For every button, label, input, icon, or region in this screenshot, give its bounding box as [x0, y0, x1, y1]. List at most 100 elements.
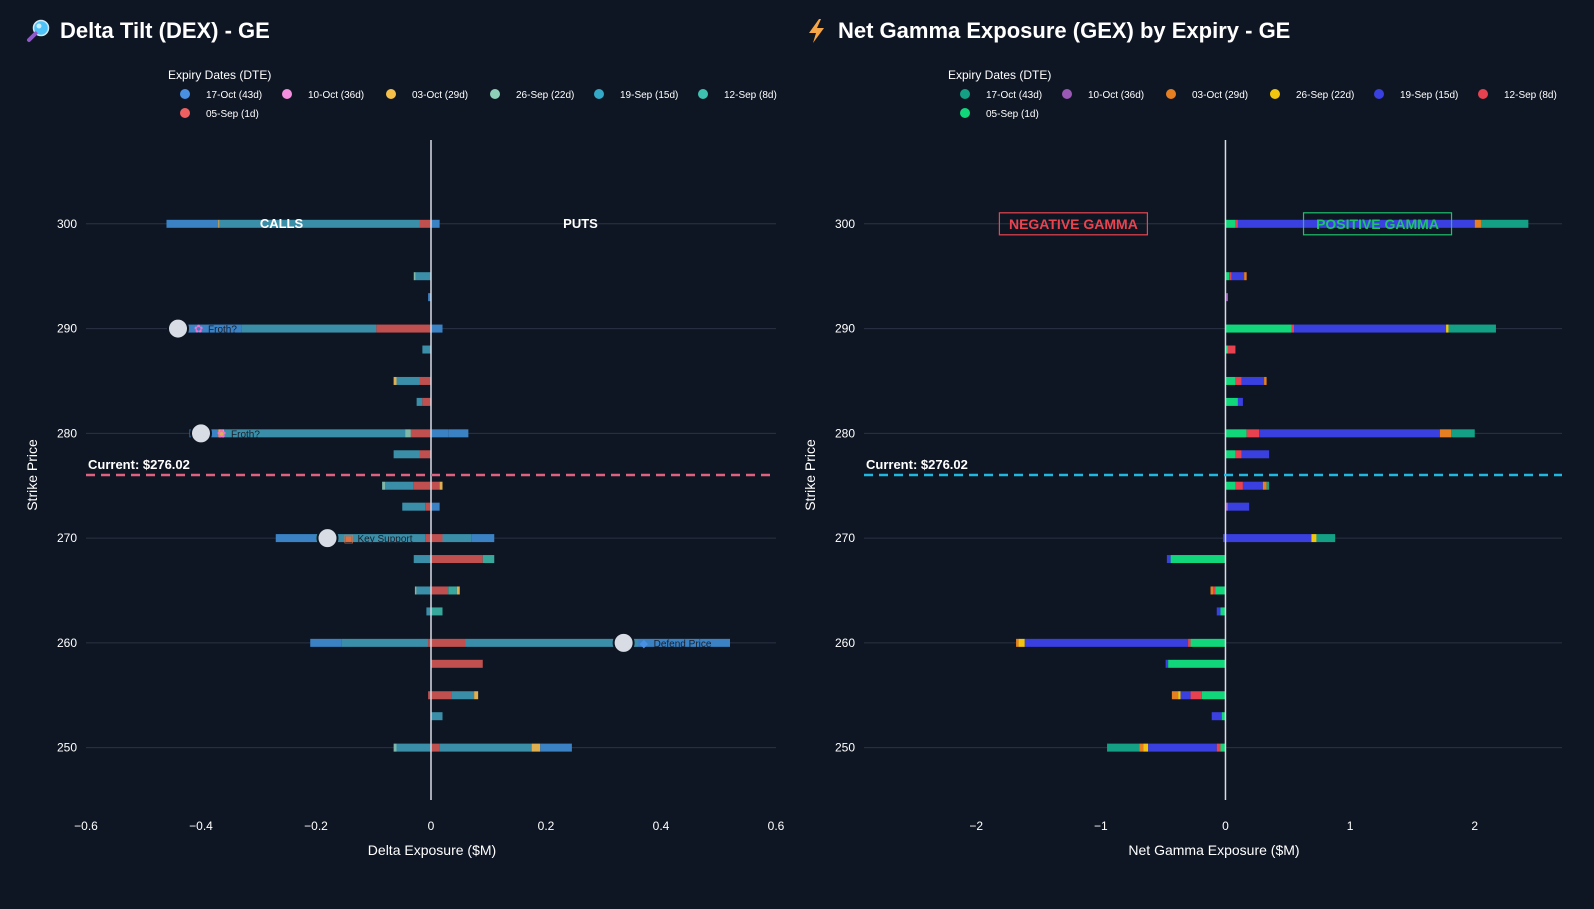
- dex-annotation-icon: ✿: [194, 324, 203, 336]
- gex-y-tick-label: 300: [835, 217, 855, 231]
- gex-bar-segment: [1024, 638, 1189, 647]
- dex-bar-segment: [471, 534, 495, 543]
- dex-legend-item: 10-Oct (36d): [308, 90, 364, 101]
- dex-x-tick-label: −0.4: [189, 819, 213, 833]
- gex-bar-segment: [1216, 743, 1221, 752]
- gex-bar-segment: [1190, 691, 1202, 700]
- gex-bar-segment: [1220, 743, 1226, 752]
- gex-title-text: Net Gamma Exposure (GEX) by Expiry - GE: [838, 18, 1291, 43]
- gex-chart: Expiry Dates (DTE) 17-Oct (43d) 10-Oct (36…: [802, 68, 1562, 858]
- lightning-icon: [804, 18, 830, 44]
- dex-y-tick-label: 260: [57, 636, 77, 650]
- dex-x-tick-label: −0.2: [304, 819, 328, 833]
- dex-bar-segment: [419, 450, 431, 459]
- dex-legend-marker: [180, 89, 190, 99]
- dex-legend-item: 17-Oct (43d): [206, 90, 262, 101]
- dex-bar-segment: [422, 397, 431, 406]
- gex-bar-segment: [1225, 534, 1312, 543]
- dex-legend-marker: [386, 89, 396, 99]
- dex-x-axis-title: Delta Exposure ($M): [368, 842, 496, 858]
- dex-bar-segment: [218, 219, 220, 228]
- dex-annotation-label: Froth?: [231, 429, 260, 440]
- dex-annotation-label: Defend Price: [654, 639, 712, 650]
- gex-bar-segment: [1225, 481, 1236, 490]
- dex-annotation-icon: ▣: [344, 533, 354, 545]
- dex-bar-segment: [219, 219, 420, 228]
- dex-annotation-marker: [190, 422, 212, 445]
- dex-bar-segment: [316, 534, 426, 543]
- dex-annotation-icon: ◆: [640, 638, 649, 650]
- dex-bar-segment: [275, 534, 316, 543]
- gex-bar-segment: [1225, 293, 1228, 302]
- dex-panel-title: Delta Tilt (DEX) - GE: [26, 18, 270, 44]
- dex-bar-segment: [425, 502, 431, 511]
- dex-bar-segment: [416, 586, 431, 595]
- dex-legend-item: 05-Sep (1d): [206, 109, 259, 120]
- gex-legend-item: 19-Sep (15d): [1400, 90, 1458, 101]
- dex-bar-segment: [448, 429, 469, 438]
- dex-legend-item: 26-Sep (22d): [516, 90, 574, 101]
- gex-legend-marker: [960, 89, 970, 99]
- gex-legend-title: Expiry Dates (DTE): [948, 68, 1051, 82]
- gex-bar-segment: [1237, 219, 1475, 228]
- gex-bar-segment: [1225, 502, 1228, 511]
- dex-y-tick-label: 270: [57, 531, 77, 545]
- dex-bar-segment: [166, 219, 219, 228]
- gex-bar-segment: [1215, 586, 1226, 595]
- gex-bar-segment: [1316, 534, 1336, 543]
- dex-x-tick-label: −0.6: [74, 819, 98, 833]
- dex-y-tick-label: 300: [57, 217, 77, 231]
- dex-y-tick-label: 250: [57, 741, 77, 755]
- dex-bar-segment: [385, 481, 414, 490]
- dex-bar-segment: [218, 429, 224, 438]
- dex-legend-marker: [698, 89, 708, 99]
- dex-bar-segment: [178, 324, 242, 333]
- dex-bar-segment: [431, 586, 449, 595]
- gex-bar-segment: [1237, 397, 1243, 406]
- gex-bar-segment: [1201, 691, 1226, 700]
- gex-bar-segment: [1225, 324, 1292, 333]
- gex-bar-segment: [1294, 324, 1447, 333]
- dex-bar-segment: [431, 743, 440, 752]
- dex-annotation-label: Key Support: [358, 534, 413, 545]
- dex-bar-segment: [341, 638, 429, 647]
- gex-legend-marker: [960, 108, 970, 118]
- dex-bar-segment: [439, 743, 532, 752]
- gex-zone-label: POSITIVE GAMMA: [1316, 216, 1439, 232]
- dex-zone-label: CALLS: [260, 216, 304, 231]
- gex-bar-segment: [1229, 272, 1232, 281]
- dex-annotation-marker: [612, 631, 635, 654]
- dex-bar-segment: [422, 345, 431, 354]
- dex-x-tick-label: 0.6: [768, 819, 785, 833]
- gex-bar-segment: [1439, 429, 1452, 438]
- gex-bar-segment: [1225, 450, 1236, 459]
- gex-bar-segment: [1166, 555, 1171, 564]
- gex-bar-segment: [1235, 450, 1242, 459]
- gex-legend-item: 17-Oct (43d): [986, 90, 1042, 101]
- gex-bar-segment: [1266, 481, 1270, 490]
- gex-x-tick-label: 0: [1222, 819, 1229, 833]
- dex-bar-segment: [428, 638, 431, 647]
- gex-legend-item: 12-Sep (8d): [1504, 90, 1557, 101]
- dex-bar-segment: [393, 743, 397, 752]
- dex-bar-segment: [448, 586, 457, 595]
- dex-bar-segment: [431, 324, 443, 333]
- dex-legend-marker: [594, 89, 604, 99]
- gex-bar-segment: [1235, 481, 1243, 490]
- dex-bar-segment: [419, 376, 431, 385]
- gex-bar-segment: [1227, 345, 1236, 354]
- gex-legend-item: 05-Sep (1d): [986, 109, 1039, 120]
- gex-bar-segment: [1225, 429, 1247, 438]
- gex-bar-segment: [1225, 397, 1238, 406]
- gex-bar-segment: [1171, 691, 1179, 700]
- gex-bar-segment: [1107, 743, 1140, 752]
- gex-bar-segment: [1246, 429, 1260, 438]
- dex-y-tick-label: 280: [57, 426, 77, 440]
- gex-zone-box: [1302, 212, 1453, 236]
- gex-bar-segment: [1448, 324, 1496, 333]
- dex-annotation-label: Froth?: [208, 325, 237, 336]
- gex-bar-segment: [1180, 691, 1191, 700]
- dex-bar-segment: [431, 481, 440, 490]
- gex-bar-segment: [1244, 272, 1247, 281]
